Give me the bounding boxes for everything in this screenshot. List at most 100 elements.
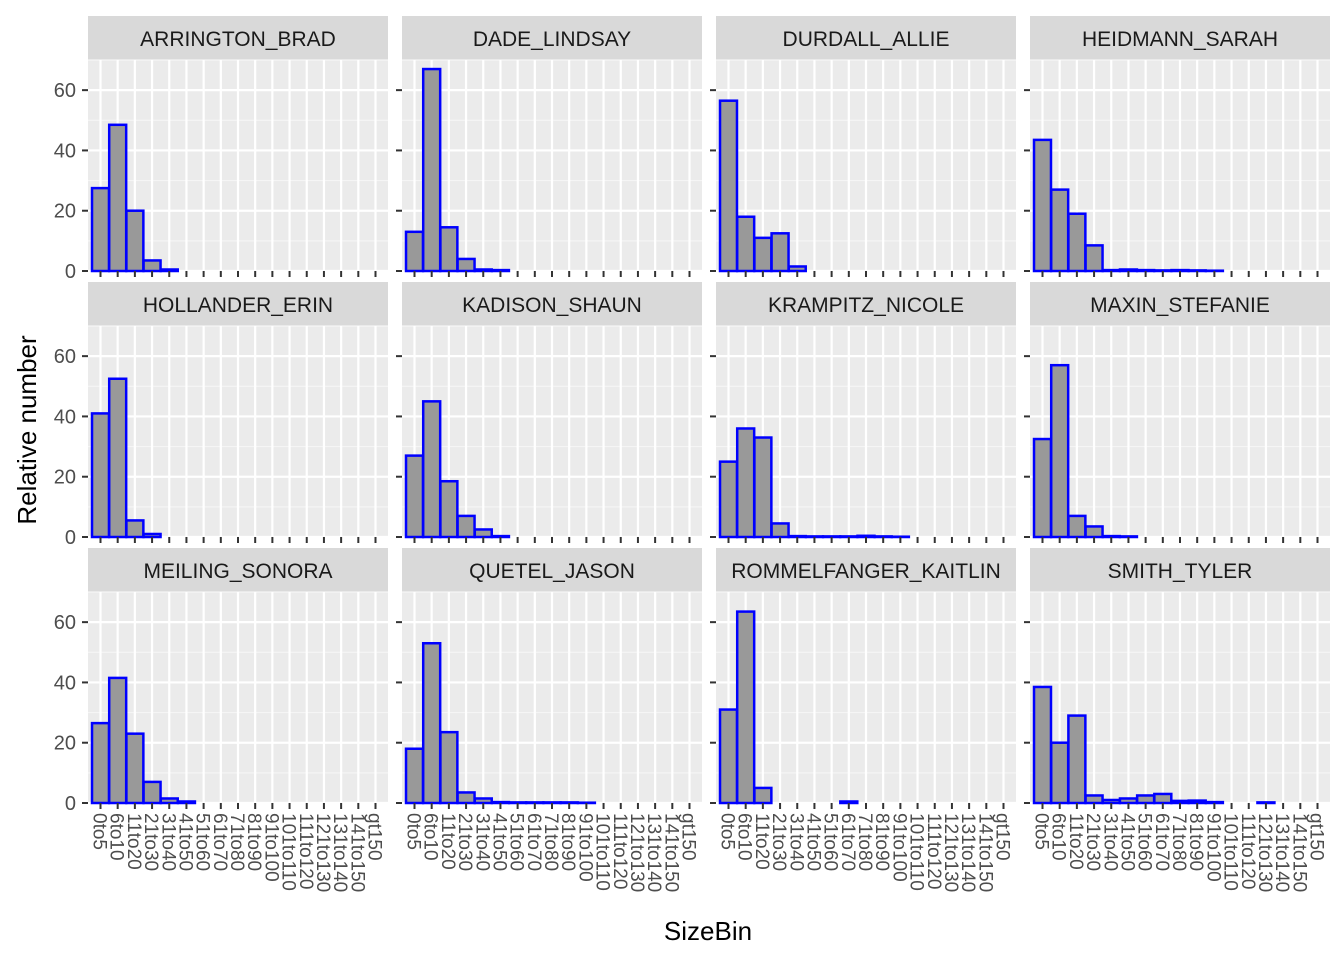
bar [839, 535, 859, 539]
bar [1067, 714, 1087, 805]
x-tick-label: 111to120 [923, 813, 944, 889]
bar [473, 268, 493, 273]
y-tick-label: 40 [54, 406, 76, 428]
bar [856, 534, 876, 539]
x-tick-label: 81to90 [557, 813, 578, 871]
bar [142, 532, 162, 539]
x-tick-label: 91to100 [888, 813, 909, 882]
x-tick-label: 31to40 [157, 813, 178, 871]
bar [1049, 363, 1070, 539]
bar [1256, 801, 1276, 805]
y-tick-label: 0 [65, 793, 76, 815]
bar [787, 534, 807, 539]
x-tick-label: 121to130 [1254, 813, 1275, 892]
x-tick-label: 0to5 [1031, 813, 1052, 850]
x-axis-title: SizeBin [664, 916, 752, 946]
x-tick-label: 141to150 [1288, 813, 1309, 892]
bar [1101, 534, 1121, 539]
x-tick-label: 61to70 [209, 813, 230, 871]
y-tick-label: 60 [54, 80, 76, 102]
facet-panel: MEILING_SONORA 0 20 40 60 0to56to1011to2021to… [54, 548, 388, 892]
bar [421, 67, 442, 273]
bar [1135, 794, 1156, 805]
x-tick-label: 31to40 [471, 813, 492, 871]
x-tick-label: 71to80 [540, 813, 561, 871]
x-tick-label: 91to100 [1202, 813, 1223, 882]
x-tick-label: 141to150 [974, 813, 995, 892]
facet-strip [402, 16, 702, 60]
bar [839, 800, 859, 805]
bar [718, 99, 739, 273]
bar [456, 514, 476, 539]
x-tick-label: 81to90 [243, 813, 264, 871]
x-tick-label: 11to20 [751, 813, 772, 870]
x-tick-label: 51to60 [1134, 813, 1155, 871]
x-tick-label: 71to80 [854, 813, 875, 871]
bar [507, 801, 528, 805]
bar [1187, 799, 1207, 805]
bar [404, 454, 425, 539]
bar [753, 236, 773, 273]
x-tick-label: 131to140 [1271, 813, 1292, 892]
facet-strip [1030, 282, 1330, 326]
bar [1153, 792, 1173, 805]
facet-panel: SMITH_TYLER 0to56to1011to2021to3031to4041… [1024, 548, 1330, 892]
bar [542, 801, 562, 805]
facet-label: QUETEL_JASON [469, 560, 635, 583]
bar [1067, 514, 1087, 539]
bar [90, 721, 111, 805]
x-tick-label: 41to50 [488, 813, 509, 871]
facet-panel: KRAMPITZ_NICOLE [710, 282, 1016, 543]
bar [159, 797, 179, 805]
facet-label: KADISON_SHAUN [462, 294, 642, 317]
bar [107, 123, 128, 273]
bar [1084, 244, 1104, 273]
bar [1032, 138, 1053, 273]
x-tick-label: 121to130 [312, 813, 333, 892]
facet-strip [716, 282, 1016, 326]
bar [404, 230, 425, 273]
bar [804, 535, 825, 539]
bar [421, 400, 442, 539]
y-tick-label: 60 [54, 346, 76, 368]
bar [753, 786, 773, 805]
x-tick-label: 101to110 [592, 813, 613, 891]
facet-label: KRAMPITZ_NICOLE [768, 294, 964, 317]
y-tick-label: 0 [65, 261, 76, 283]
y-tick-label: 40 [54, 140, 76, 162]
bar [490, 800, 511, 805]
bar [1032, 437, 1053, 539]
x-tick-label: 141to150 [660, 813, 681, 892]
bar [176, 800, 197, 805]
x-tick-label: gt150 [364, 813, 385, 861]
facet-panels: ARRINGTON_BRAD 0 20 40 60 DADE_LINDSAY DURDALL… [54, 16, 1330, 892]
facet-strip [88, 16, 388, 60]
bar [735, 610, 756, 805]
bar [1170, 799, 1190, 805]
x-tick-label: 41to50 [174, 813, 195, 871]
facet-label: DURDALL_ALLIE [783, 28, 950, 51]
facet-strip [1030, 548, 1330, 592]
bar [439, 730, 459, 805]
bar [90, 412, 111, 539]
bar [1032, 685, 1053, 805]
x-tick-label: 11to20 [123, 813, 144, 870]
bar [1049, 741, 1070, 805]
y-tick-label: 20 [54, 733, 76, 755]
bar [1067, 212, 1087, 273]
x-tick-label: 0to5 [717, 813, 738, 850]
facet-label: ROMMELFANGER_KAITLIN [731, 560, 1001, 583]
bar [456, 791, 476, 805]
x-tick-label: 111to120 [295, 813, 316, 889]
y-tick-label: 0 [65, 527, 76, 549]
x-tick-label: gt150 [1306, 813, 1327, 861]
facet-panel: QUETEL_JASON 0to56to1011to2021to3031to404… [396, 548, 702, 892]
bar [1101, 798, 1121, 805]
x-tick-label: 6to10 [420, 813, 441, 861]
x-tick-label: 11to20 [1065, 813, 1086, 870]
x-tick-label: 61to70 [523, 813, 544, 871]
y-tick-label: 20 [54, 467, 76, 489]
x-tick-label: 51to60 [192, 813, 213, 871]
y-tick-label: 20 [54, 201, 76, 223]
